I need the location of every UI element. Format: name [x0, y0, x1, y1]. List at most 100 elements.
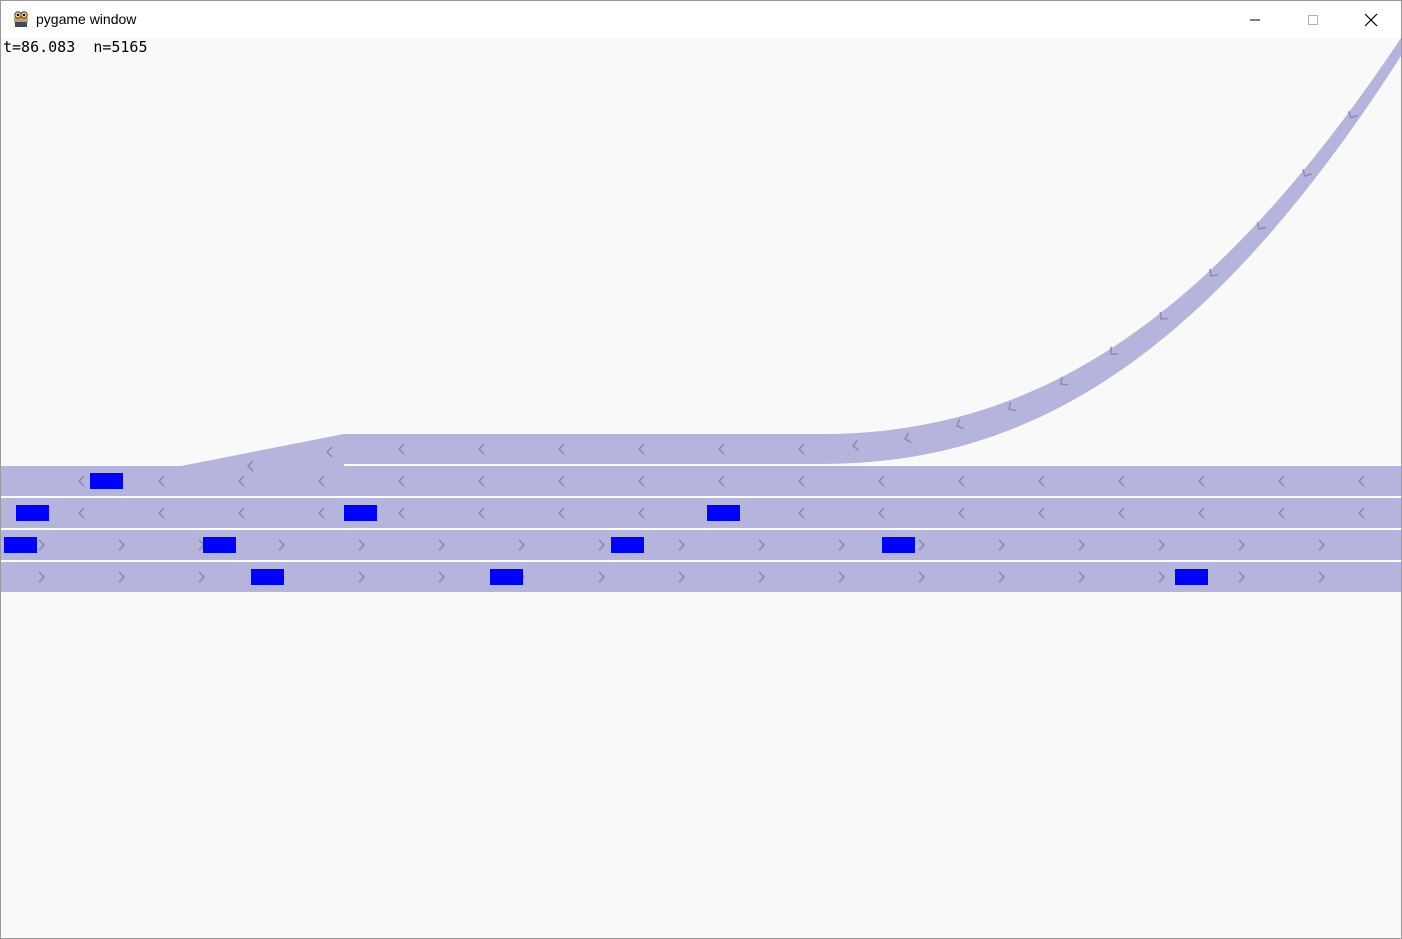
lane-arrow-right [678, 571, 686, 583]
vehicle-11 [1175, 569, 1208, 585]
lane-arrow-left [1197, 507, 1205, 519]
vehicle-8 [882, 537, 915, 553]
lane-arrow-left [157, 475, 165, 487]
lane-arrow-left [77, 507, 85, 519]
lane-arrow-left [1117, 507, 1125, 519]
lane-arrow-right [118, 539, 126, 551]
lane-arrow-right [278, 539, 286, 551]
lane-arrow-right [1318, 539, 1326, 551]
lane-arrow-right [1238, 571, 1246, 583]
lane-arrow-left [77, 475, 85, 487]
lane-arrow-right [1158, 539, 1166, 551]
lane-arrow-right [918, 539, 926, 551]
highway-lane-1 [1, 466, 1401, 496]
highway-lane-2 [1, 498, 1401, 528]
vehicle-3 [344, 505, 377, 521]
lane-arrow-right [838, 539, 846, 551]
lane-divider-1 [1, 496, 1401, 498]
lane-arrow-left [1117, 475, 1125, 487]
lane-arrow-right [38, 571, 46, 583]
simulation-canvas[interactable]: t=86.083 n=5165 [1, 38, 1401, 938]
ramp-arrow-curve [1110, 346, 1119, 355]
vehicle-5 [4, 537, 37, 553]
ramp-arrow-left [557, 443, 565, 455]
lane-arrow-right [998, 571, 1006, 583]
ramp-arrow-curve [1209, 268, 1219, 277]
road-network [1, 38, 1401, 592]
lane-arrow-left [557, 507, 565, 519]
lane-arrow-left [1277, 475, 1285, 487]
lane-arrow-right [1078, 539, 1086, 551]
ramp-arrow-curve [955, 419, 964, 430]
ramp-arrow-left [477, 443, 485, 455]
title-bar[interactable]: pygame window [1, 1, 1401, 38]
time-readout: t=86.083 [3, 38, 76, 56]
lane-arrow-left [237, 475, 245, 487]
lane-arrow-right [38, 539, 46, 551]
lane-arrow-left [877, 507, 885, 519]
ramp-arrow-left [717, 443, 725, 455]
lane-arrow-left [797, 507, 805, 519]
vehicle-2 [16, 505, 49, 521]
count-readout: n=5165 [93, 38, 148, 56]
ramp-divider [344, 464, 1401, 466]
close-icon [1364, 13, 1378, 26]
lane-arrow-left [1197, 475, 1205, 487]
lane-arrow-left [797, 475, 805, 487]
lane-arrow-left [1357, 507, 1365, 519]
ramp-arrow-curve [851, 439, 860, 451]
ramp-arrow-curve [1302, 169, 1312, 177]
highway-lane-4 [1, 562, 1401, 592]
lane-arrow-right [1078, 571, 1086, 583]
ramp-arrow-left [325, 446, 333, 458]
lane-arrow-right [198, 571, 206, 583]
lane-arrow-right [438, 539, 446, 551]
lane-arrow-left [477, 507, 485, 519]
lane-arrow-left [317, 507, 325, 519]
lane-arrow-right [678, 539, 686, 551]
pygame-snake-icon [14, 11, 28, 27]
lane-arrow-left [957, 475, 965, 487]
hud-readout: t=86.083 n=5165 [3, 38, 148, 56]
ramp-arrow-curve [1159, 311, 1169, 320]
lane-arrow-right [758, 571, 766, 583]
lane-arrow-left [877, 475, 885, 487]
lane-arrow-left [1277, 507, 1285, 519]
vehicle-6 [203, 537, 236, 553]
lane-arrow-left [957, 507, 965, 519]
lane-arrow-right [598, 539, 606, 551]
vehicle-4 [707, 505, 740, 521]
lane-arrow-left [1037, 475, 1045, 487]
window-title: pygame window [36, 11, 137, 27]
ramp-arrow-curve [1347, 111, 1358, 120]
minimize-button[interactable] [1226, 1, 1284, 38]
lane-divider-3 [1, 560, 1401, 562]
ramp-arrow-left [397, 443, 405, 455]
ramp-arrow-curve [1008, 401, 1017, 412]
close-button[interactable] [1342, 1, 1400, 38]
lane-arrow-left [397, 507, 405, 519]
lane-arrow-right [358, 539, 366, 551]
lane-arrow-right [358, 571, 366, 583]
minimize-icon [1250, 19, 1260, 20]
lane-arrow-right [1318, 571, 1326, 583]
lane-arrow-left [1037, 507, 1045, 519]
ramp-arrow-curve [1060, 376, 1069, 386]
lane-arrow-right [438, 571, 446, 583]
lane-arrow-left [397, 475, 405, 487]
lane-arrow-left [637, 475, 645, 487]
lane-arrow-left [157, 507, 165, 519]
lane-arrow-right [118, 571, 126, 583]
lane-arrow-right [1238, 539, 1246, 551]
lane-arrow-left [477, 475, 485, 487]
lane-arrow-right [838, 571, 846, 583]
on-ramp-lane [344, 38, 1401, 464]
maximize-button[interactable] [1284, 1, 1342, 38]
lane-arrow-left [717, 475, 725, 487]
lane-divider-2 [1, 528, 1401, 530]
merge-taper [181, 434, 344, 466]
ramp-arrow-left [637, 443, 645, 455]
ramp-arrow-left [797, 443, 805, 455]
lane-arrow-right [758, 539, 766, 551]
ramp-arrow-left [246, 460, 254, 472]
